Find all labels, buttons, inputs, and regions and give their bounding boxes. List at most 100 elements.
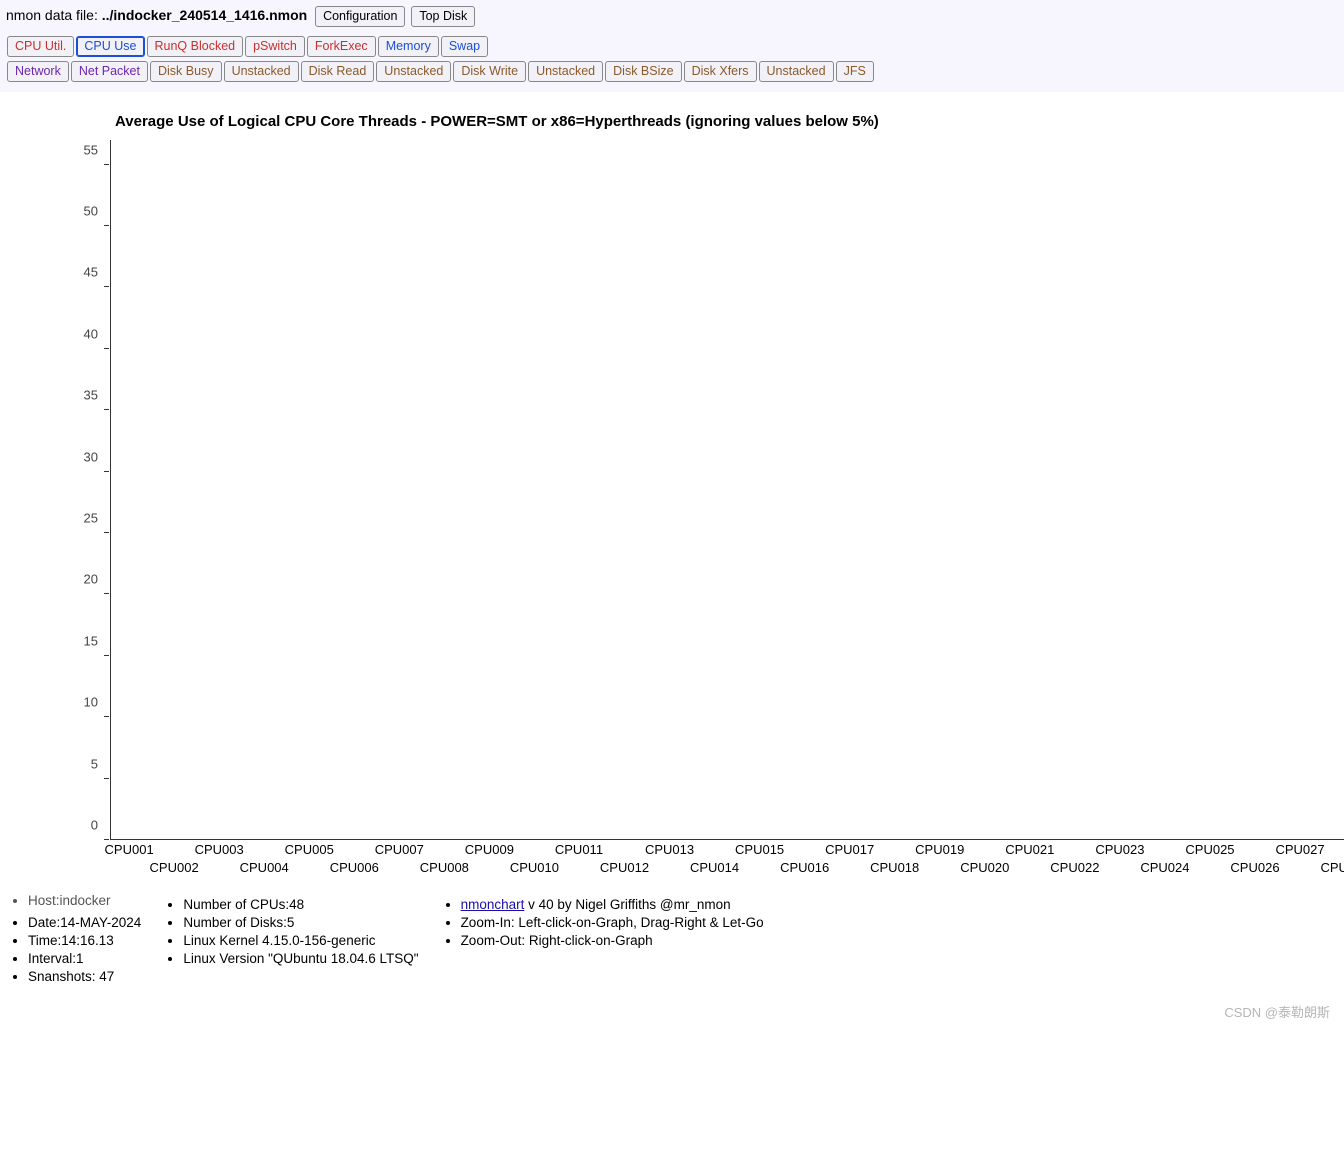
menu-button[interactable]: Disk Write (453, 61, 526, 82)
x-tick-label: CPU009 (465, 842, 514, 857)
bar-slot (156, 140, 201, 839)
configuration-button[interactable]: Configuration (315, 6, 405, 27)
menu-button[interactable]: Unstacked (376, 61, 451, 82)
menu-button[interactable]: pSwitch (245, 36, 305, 57)
x-tick-label: CPU020 (960, 860, 1009, 875)
menu-button[interactable]: Net Packet (71, 61, 148, 82)
bar-slot (967, 140, 1012, 839)
x-axis-labels: CPU001CPU002CPU003CPU004CPU005CPU006CPU0… (110, 840, 1344, 880)
y-tick-label: 25 (70, 510, 98, 525)
x-tick-label: CPU010 (510, 860, 559, 875)
bar-slot (651, 140, 696, 839)
menu-button[interactable]: Unstacked (224, 61, 299, 82)
file-line: nmon data file: ../indocker_240514_1416.… (6, 4, 1338, 29)
y-tick-label: 15 (70, 633, 98, 648)
bar-slot (426, 140, 471, 839)
menu-button[interactable]: JFS (836, 61, 874, 82)
footer: Host:indocker Date:14-MAY-2024Time:14:16.… (0, 890, 1344, 990)
menu-row-1: CPU Util.CPU UseRunQ BlockedpSwitchForkE… (6, 34, 1338, 59)
y-tick-label: 5 (70, 756, 98, 771)
x-tick-label: CPU014 (690, 860, 739, 875)
x-tick-label: CPU026 (1230, 860, 1279, 875)
menu-button[interactable]: Swap (441, 36, 488, 57)
footer-item: Zoom-In: Left-click-on-Graph, Drag-Right… (461, 914, 764, 932)
x-tick-label: CPU002 (150, 860, 199, 875)
menu-button[interactable]: ForkExec (307, 36, 376, 57)
y-tick-label: 40 (70, 326, 98, 341)
y-tick-label: 0 (70, 818, 98, 833)
bar-slot (246, 140, 291, 839)
file-name: ../indocker_240514_1416.nmon (102, 7, 307, 23)
y-tick-mark (104, 225, 109, 226)
bar-slot (111, 140, 156, 839)
bar-slot (1057, 140, 1102, 839)
menu-button[interactable]: Unstacked (528, 61, 603, 82)
y-tick-mark (104, 409, 109, 410)
menu-button[interactable]: Network (7, 61, 69, 82)
bar-slot (1012, 140, 1057, 839)
menu-button[interactable]: RunQ Blocked (147, 36, 244, 57)
bar-slot (1282, 140, 1327, 839)
bar-slot (516, 140, 561, 839)
bar-slot (381, 140, 426, 839)
menu-button[interactable]: Disk BSize (605, 61, 681, 82)
x-tick-label: CPU008 (420, 860, 469, 875)
x-tick-label: CPU011 (555, 842, 603, 857)
bar-slot (1237, 140, 1282, 839)
file-label: nmon data file: (6, 7, 102, 23)
x-tick-label: CPU013 (645, 842, 694, 857)
x-tick-label: CPU022 (1050, 860, 1099, 875)
menu-button[interactable]: Disk Busy (150, 61, 222, 82)
bar-slot (201, 140, 246, 839)
y-tick-mark (104, 348, 109, 349)
menu-button[interactable]: CPU Util. (7, 36, 74, 57)
y-tick-mark (104, 164, 109, 165)
footer-item: Number of Disks:5 (183, 914, 418, 932)
footer-item: Host:indocker (28, 892, 141, 910)
y-tick-mark (104, 532, 109, 533)
bar-slot (606, 140, 651, 839)
plot-area[interactable] (110, 140, 1344, 840)
menu-button[interactable]: CPU Use (76, 36, 144, 57)
y-tick-mark (104, 471, 109, 472)
bar-slot (291, 140, 336, 839)
x-tick-label: CPU025 (1185, 842, 1234, 857)
menu-button[interactable]: Memory (378, 36, 439, 57)
x-tick-label: CPU021 (1005, 842, 1054, 857)
footer-col-1: Host:indockerDate:14-MAY-2024Time:14:16.… (0, 896, 155, 986)
footer-item: Date:14-MAY-2024 (28, 914, 141, 932)
menu-button[interactable]: Unstacked (759, 61, 834, 82)
top-toolbar: nmon data file: ../indocker_240514_1416.… (0, 0, 1344, 93)
menu-button[interactable]: Disk Read (301, 61, 375, 82)
footer-item: Snanshots: 47 (28, 968, 141, 986)
y-tick-mark (104, 655, 109, 656)
y-tick-mark (104, 593, 109, 594)
x-tick-label: CPU006 (330, 860, 379, 875)
y-tick-label: 55 (70, 142, 98, 157)
footer-item: Interval:1 (28, 950, 141, 968)
y-tick-label: 45 (70, 265, 98, 280)
menu-button[interactable]: Disk Xfers (684, 61, 757, 82)
footer-item: Linux Version "QUbuntu 18.04.6 LTSQ" (183, 950, 418, 968)
x-tick-label: CPU004 (240, 860, 289, 875)
top-disk-button[interactable]: Top Disk (411, 6, 475, 27)
footer-item: Time:14:16.13 (28, 932, 141, 950)
y-tick-label: 30 (70, 449, 98, 464)
y-tick-mark (104, 286, 109, 287)
watermark: CSDN @泰勒朗斯 (1224, 1002, 1330, 1021)
bar-slot (1192, 140, 1237, 839)
footer-item: nmonchart v 40 by Nigel Griffiths @mr_nm… (461, 896, 764, 914)
bar-slot (696, 140, 741, 839)
bar-slot (471, 140, 516, 839)
menu-row-2: NetworkNet PacketDisk BusyUnstackedDisk … (6, 59, 1338, 84)
y-tick-label: 50 (70, 203, 98, 218)
bar-slot (1327, 140, 1344, 839)
bar-slot (922, 140, 967, 839)
x-tick-label: CPU024 (1140, 860, 1189, 875)
y-tick-mark (104, 716, 109, 717)
chart-frame[interactable]: 0510152025303540455055 (70, 140, 1344, 840)
bar-slot (336, 140, 381, 839)
bar-slot (1147, 140, 1192, 839)
nmonchart-link[interactable]: nmonchart (461, 897, 525, 912)
y-tick-mark (104, 778, 109, 779)
